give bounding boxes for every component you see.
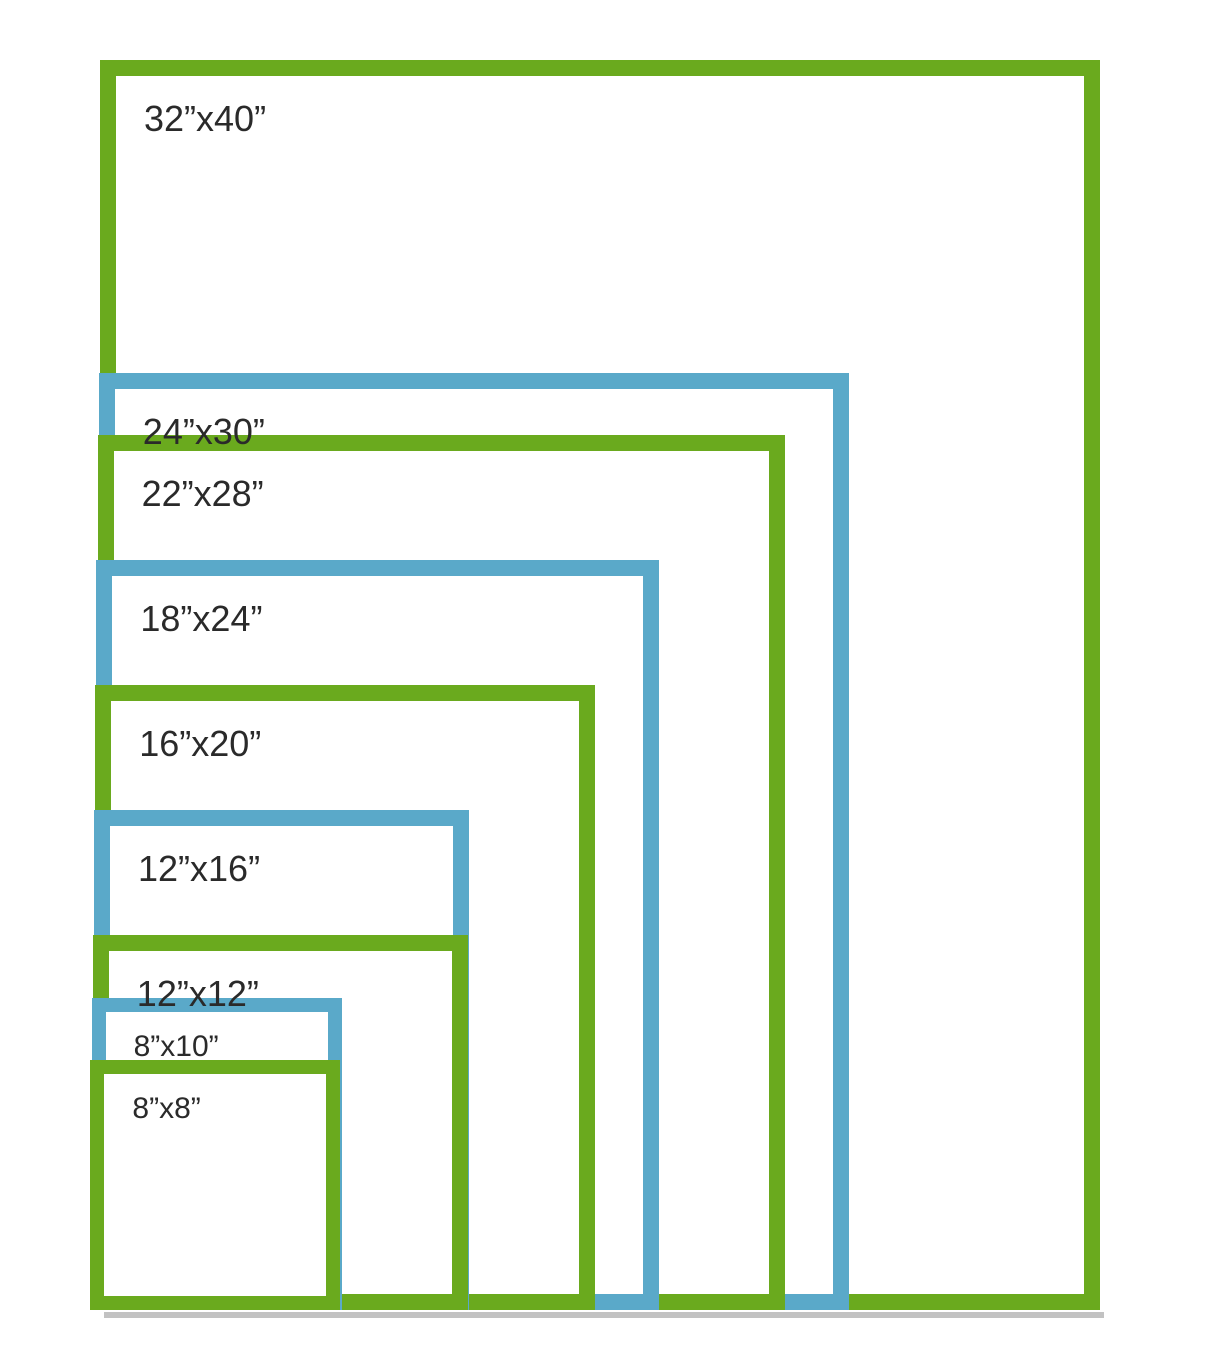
frame-18x24-label: 18”x24” [140, 598, 262, 640]
frame-32x40-label: 32”x40” [144, 98, 266, 140]
frame-16x20-label: 16”x20” [139, 723, 261, 765]
frame-8x8 [90, 1060, 340, 1310]
size-comparison-diagram: 32”x40” 24”x30” 22”x28” 18”x24” 16”x20” 12”x1… [0, 0, 1207, 1366]
frame-22x28-label: 22”x28” [142, 473, 264, 515]
frame-12x16-label: 12”x16” [138, 848, 260, 890]
frame-8x10-label: 8”x10” [134, 1030, 219, 1064]
frame-12x12-label: 12”x12” [137, 973, 259, 1015]
frame-8x8-label: 8”x8” [132, 1092, 200, 1126]
frame-24x30-label: 24”x30” [143, 411, 265, 453]
base-shadow [104, 1312, 1104, 1318]
